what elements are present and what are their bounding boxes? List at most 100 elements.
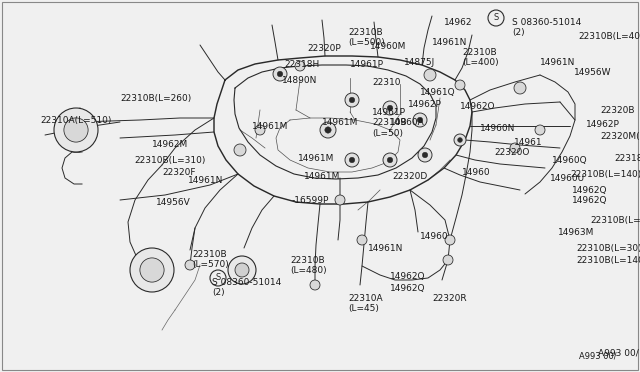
Circle shape: [454, 134, 466, 146]
Text: 14961P: 14961P: [350, 60, 384, 69]
Text: 22320D: 22320D: [392, 172, 428, 181]
Text: 22320O: 22320O: [494, 148, 529, 157]
Text: 14961N: 14961N: [540, 58, 575, 67]
Circle shape: [310, 280, 320, 290]
Circle shape: [349, 97, 355, 103]
Text: 14962O: 14962O: [460, 102, 495, 111]
Text: 14960: 14960: [462, 168, 491, 177]
Circle shape: [535, 125, 545, 135]
Text: 22310A(L=510): 22310A(L=510): [40, 116, 111, 125]
Text: 22318H: 22318H: [284, 60, 319, 69]
Text: 14962Q: 14962Q: [572, 196, 607, 205]
Text: 14962M: 14962M: [152, 140, 188, 149]
Circle shape: [320, 122, 336, 138]
Text: 14956V: 14956V: [156, 198, 191, 207]
Circle shape: [422, 152, 428, 158]
Text: S 08360-51014
(2): S 08360-51014 (2): [212, 278, 281, 297]
Circle shape: [349, 157, 355, 163]
Circle shape: [255, 125, 265, 135]
Text: 14960M: 14960M: [370, 42, 406, 51]
Circle shape: [235, 263, 249, 277]
Text: 14960U: 14960U: [550, 174, 585, 183]
Text: 14960Q: 14960Q: [552, 156, 588, 165]
Text: 14875J: 14875J: [404, 58, 435, 67]
Text: 14962: 14962: [444, 18, 472, 27]
Circle shape: [510, 143, 520, 153]
Text: 14960A: 14960A: [390, 118, 425, 127]
Text: 22310B(L=260): 22310B(L=260): [120, 94, 191, 103]
Text: 22320B: 22320B: [600, 106, 634, 115]
Circle shape: [357, 235, 367, 245]
Circle shape: [387, 157, 393, 163]
Text: 14890N: 14890N: [282, 76, 317, 85]
Text: 22310B
(L=400): 22310B (L=400): [462, 48, 499, 67]
Text: 14961M: 14961M: [252, 122, 289, 131]
Circle shape: [443, 255, 453, 265]
Text: 22320P: 22320P: [307, 44, 340, 53]
Text: 14961M: 14961M: [304, 172, 340, 181]
Text: 14961M: 14961M: [322, 118, 358, 127]
Text: S: S: [216, 273, 221, 282]
Text: A993 00/: A993 00/: [579, 352, 617, 360]
Circle shape: [455, 80, 465, 90]
Circle shape: [387, 105, 393, 111]
Circle shape: [445, 235, 455, 245]
Text: 14961: 14961: [514, 138, 543, 147]
Text: 14962Q: 14962Q: [572, 186, 607, 195]
Circle shape: [325, 127, 332, 133]
Circle shape: [418, 148, 432, 162]
Text: S 08360-51014
(2): S 08360-51014 (2): [512, 18, 581, 38]
Text: 22320F: 22320F: [162, 168, 195, 177]
Text: S: S: [493, 13, 499, 22]
Text: 22310B
(L=500): 22310B (L=500): [348, 28, 385, 47]
Circle shape: [130, 248, 174, 292]
Circle shape: [383, 101, 397, 115]
Circle shape: [234, 144, 246, 156]
Text: 14961N: 14961N: [188, 176, 223, 185]
Circle shape: [417, 117, 423, 123]
Text: 14963M: 14963M: [558, 228, 595, 237]
Text: 14962Q: 14962Q: [390, 272, 426, 281]
Circle shape: [140, 258, 164, 282]
Text: 22318F: 22318F: [614, 154, 640, 163]
Text: 22310B(L=400): 22310B(L=400): [578, 32, 640, 41]
Text: 22310B(L=340): 22310B(L=340): [590, 216, 640, 225]
Circle shape: [413, 113, 427, 127]
Circle shape: [277, 71, 283, 77]
Text: 14962P: 14962P: [408, 100, 442, 109]
Circle shape: [514, 82, 526, 94]
Text: 22310: 22310: [372, 78, 401, 87]
Text: 22320M(L=520): 22320M(L=520): [600, 132, 640, 141]
Circle shape: [383, 153, 397, 167]
Circle shape: [54, 108, 98, 152]
Circle shape: [424, 69, 436, 81]
Circle shape: [335, 195, 345, 205]
Text: 14962Q: 14962Q: [390, 284, 426, 293]
Circle shape: [185, 260, 195, 270]
Text: A993 00/: A993 00/: [598, 348, 639, 357]
Circle shape: [64, 118, 88, 142]
Text: 22310B
(L=480): 22310B (L=480): [290, 256, 326, 275]
Text: 14961P
22310B
(L=50): 14961P 22310B (L=50): [372, 108, 406, 138]
Text: 14961N: 14961N: [368, 244, 403, 253]
Text: 14960: 14960: [420, 232, 449, 241]
Circle shape: [295, 61, 305, 71]
Text: 14956W: 14956W: [574, 68, 611, 77]
Text: 14961Q: 14961Q: [420, 88, 456, 97]
Text: 14960N: 14960N: [480, 124, 515, 133]
Circle shape: [345, 153, 359, 167]
Circle shape: [273, 67, 287, 81]
Text: 22310B(L=30): 22310B(L=30): [576, 244, 640, 253]
Text: 14962P: 14962P: [586, 120, 620, 129]
Text: -16599P: -16599P: [292, 196, 330, 205]
Text: 22310B(L=140): 22310B(L=140): [576, 256, 640, 265]
Text: 22310B
(L=570): 22310B (L=570): [192, 250, 228, 269]
Circle shape: [345, 93, 359, 107]
Text: 22310A
(L=45): 22310A (L=45): [348, 294, 383, 313]
Text: 22310B(L=140): 22310B(L=140): [570, 170, 640, 179]
Circle shape: [458, 138, 462, 142]
Text: 22310B(L=310): 22310B(L=310): [134, 156, 205, 165]
Text: 14961M: 14961M: [298, 154, 334, 163]
Circle shape: [228, 256, 256, 284]
Text: 14961N: 14961N: [432, 38, 467, 47]
